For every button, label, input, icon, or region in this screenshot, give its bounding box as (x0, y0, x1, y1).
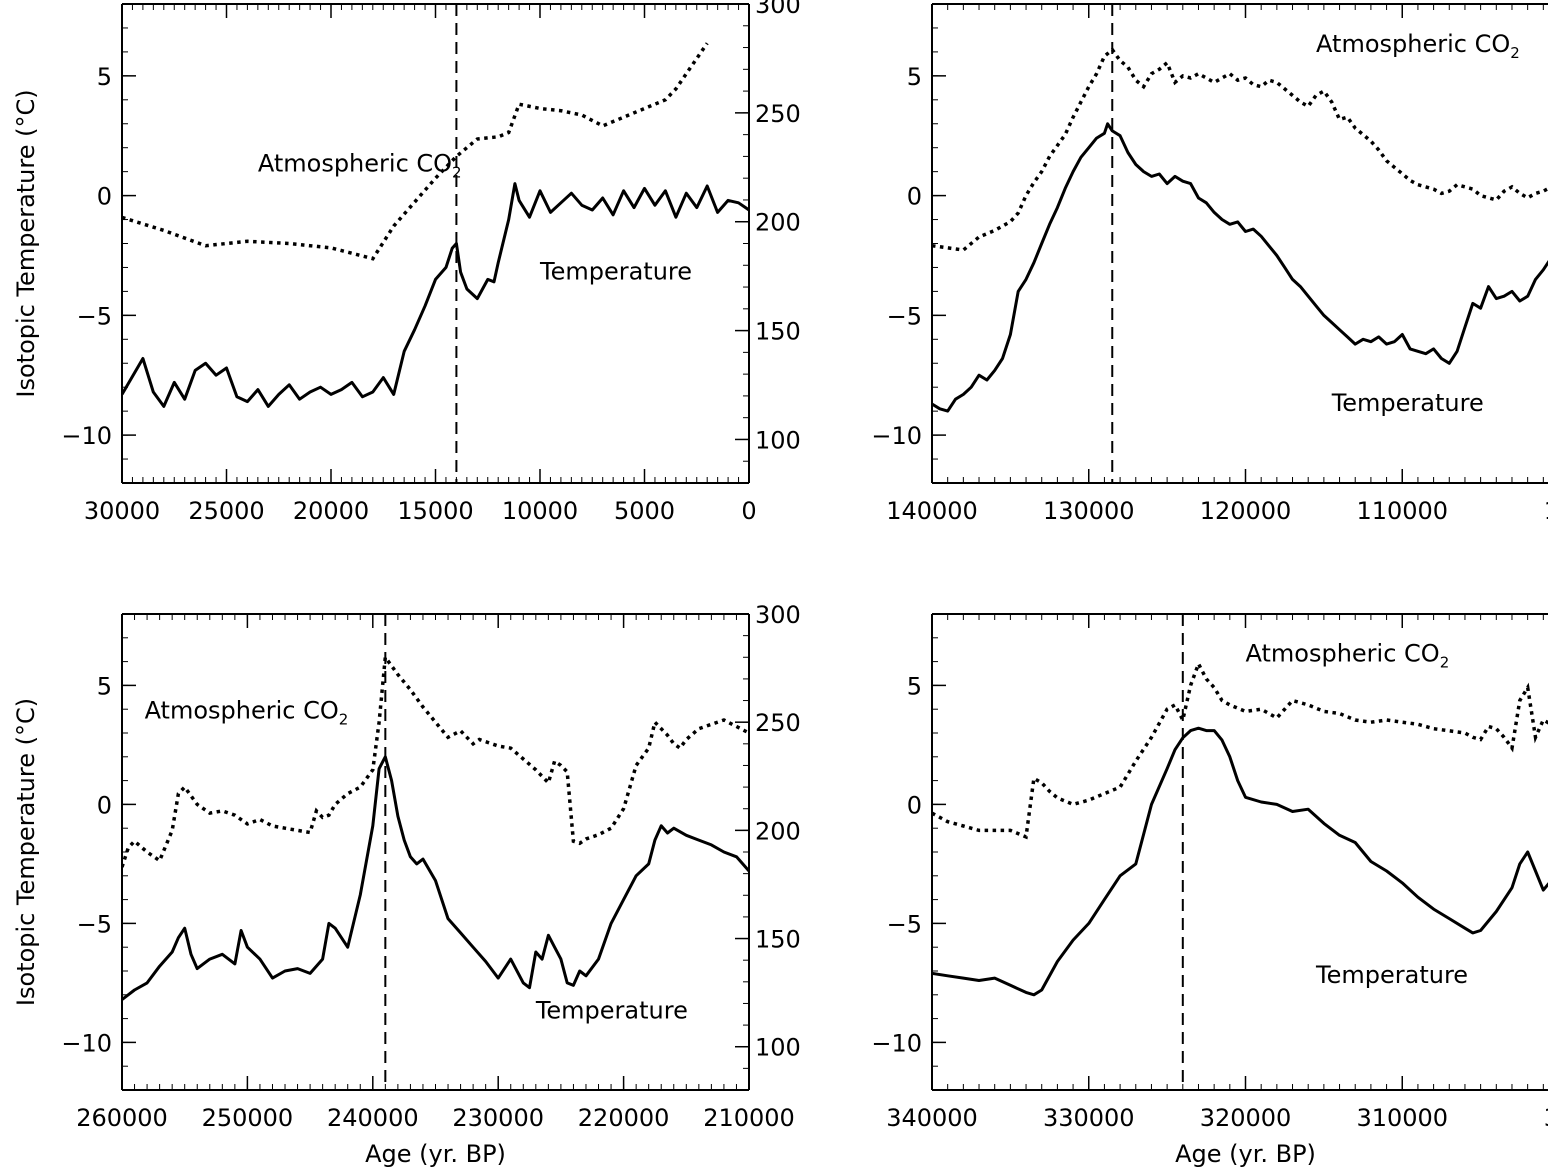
x-tick-label: 230000 (452, 1104, 544, 1132)
temperature-annotation: Temperature (539, 257, 692, 285)
x-tick-label: 10000 (502, 497, 578, 525)
x-tick-label: 130000 (1043, 497, 1135, 525)
co2-annotation: Atmospheric CO2 (258, 150, 462, 182)
y-tick-label: 0 (97, 791, 112, 819)
y-tick-label: −5 (77, 910, 112, 938)
y-tick-label: −10 (61, 1029, 112, 1057)
x-tick-label: 210000 (703, 1104, 795, 1132)
x-tick-label: 25000 (188, 497, 264, 525)
temperature-line (122, 182, 749, 408)
x-tick-label: 340000 (886, 1104, 978, 1132)
temperature-line (932, 122, 1548, 413)
y2-tick-label: 150 (755, 926, 801, 954)
y-tick-label: −10 (871, 422, 922, 450)
temperature-line (932, 726, 1548, 997)
x-tick-label: 220000 (578, 1104, 670, 1132)
y-tick-label: 5 (907, 672, 922, 700)
temperature-annotation: Temperature (535, 997, 688, 1025)
x-tick-label: 310000 (1356, 1104, 1448, 1132)
y-tick-label: 0 (907, 791, 922, 819)
x-tick-label: 110000 (1356, 497, 1448, 525)
subscript: 2 (1510, 44, 1520, 62)
y2-tick-label: 150 (755, 318, 801, 346)
y2-tick-label: 300 (755, 601, 801, 629)
y2-tick-label: 200 (755, 209, 801, 237)
co2-line (122, 42, 709, 261)
co2-line (932, 47, 1548, 252)
y-tick-label: −5 (887, 302, 922, 330)
x-tick-label: 320000 (1200, 1104, 1292, 1132)
x-tick-label: 240000 (327, 1104, 419, 1132)
y2-tick-label: 100 (755, 1034, 801, 1062)
chart-panel-bottom-left: 260000 250000 240000 230000 220000 210000 5 0 −5… (12, 601, 801, 1168)
chart-panel-top-right: 140000 130000 120000 110000 10 5 0 −5 −10 Atmosph… (871, 3, 1548, 525)
y-tick-label: 5 (97, 63, 112, 91)
x-tick-label: 140000 (886, 497, 978, 525)
x-tick-label: 330000 (1043, 1104, 1135, 1132)
temperature-annotation: Temperature (1331, 389, 1484, 417)
y2-tick-label: 100 (755, 426, 801, 454)
y-tick-label: 0 (97, 183, 112, 211)
chart-panel-bottom-right: 340000 330000 320000 310000 30 5 0 −5 −10 Age (yr… (871, 613, 1548, 1168)
co2-annotation: Atmospheric CO2 (1246, 640, 1450, 672)
x-tick-label: 5000 (614, 497, 675, 525)
x-tick-label: 15000 (397, 497, 473, 525)
x-tick-label: 30000 (84, 497, 160, 525)
x-tick-label: 30 (1544, 1104, 1548, 1132)
y-axis-label: Isotopic Temperature (°C) (12, 89, 40, 397)
co2-line (932, 659, 1548, 840)
co2-line (122, 652, 749, 868)
temperature-line (122, 755, 749, 1001)
co2-annotation: Atmospheric CO2 (145, 697, 349, 729)
y2-tick-label: 200 (755, 817, 801, 845)
x-axis-label: Age (yr. BP) (1175, 1140, 1316, 1168)
x-tick-label: 0 (741, 497, 756, 525)
y-axis-label: Isotopic Temperature (°C) (12, 698, 40, 1006)
x-tick-label: 120000 (1200, 497, 1292, 525)
subscript: 2 (1440, 654, 1450, 672)
x-tick-label: 250000 (202, 1104, 294, 1132)
y-tick-label: −10 (871, 1029, 922, 1057)
x-tick-label: 260000 (76, 1104, 168, 1132)
y2-tick-label: 250 (755, 709, 801, 737)
y-tick-label: −5 (887, 910, 922, 938)
y-tick-label: 5 (97, 672, 112, 700)
y-tick-label: 0 (907, 183, 922, 211)
y2-tick-label: 300 (755, 0, 801, 19)
subscript: 2 (339, 711, 349, 729)
temperature-annotation: Temperature (1315, 961, 1468, 989)
y-tick-label: 5 (907, 63, 922, 91)
x-tick-label: 10 (1544, 497, 1548, 525)
y2-tick-label: 250 (755, 100, 801, 128)
y-tick-label: −5 (77, 302, 112, 330)
subscript: 2 (452, 164, 462, 182)
co2-annotation: Atmospheric CO2 (1316, 30, 1520, 62)
chart-panel-top-left: 30000 25000 20000 15000 10000 5000 0 5 0 −5 −10 300… (12, 0, 801, 525)
x-tick-label: 20000 (293, 497, 369, 525)
x-axis-label: Age (yr. BP) (365, 1140, 506, 1168)
y-tick-label: −10 (61, 422, 112, 450)
